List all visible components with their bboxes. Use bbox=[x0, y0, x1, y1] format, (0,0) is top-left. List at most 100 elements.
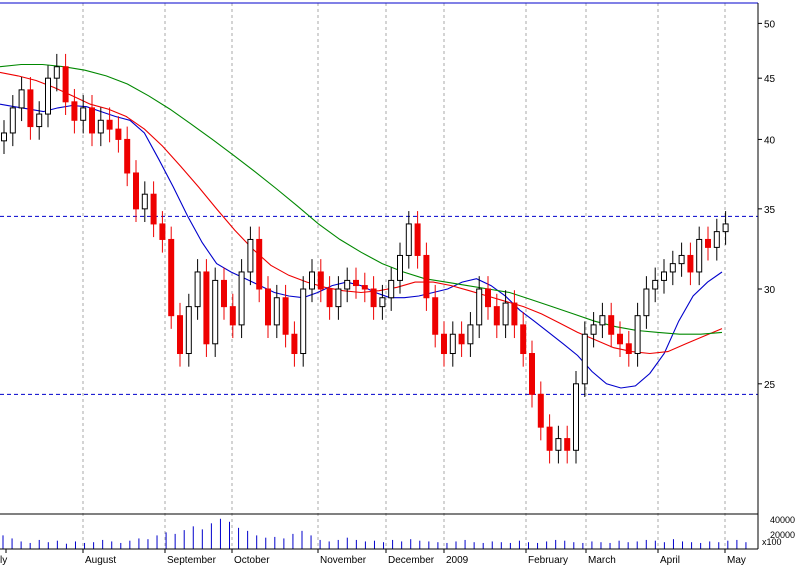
candle-down bbox=[221, 279, 227, 308]
candle-up bbox=[344, 279, 351, 290]
candle-up bbox=[247, 238, 254, 273]
candle-up bbox=[9, 107, 16, 134]
candle-down bbox=[423, 254, 430, 299]
candle-up bbox=[590, 324, 597, 335]
candle-down bbox=[458, 333, 465, 345]
candle-up bbox=[300, 288, 307, 355]
candle-down bbox=[617, 333, 623, 345]
ma-long-line bbox=[0, 63, 723, 335]
candle-down bbox=[291, 333, 298, 355]
candle-down bbox=[71, 101, 78, 121]
candle-down bbox=[256, 238, 263, 290]
moving-averages bbox=[0, 63, 723, 389]
candle-down bbox=[177, 315, 183, 355]
candle-down bbox=[133, 172, 139, 210]
candle-up bbox=[449, 333, 456, 355]
month-label: April bbox=[660, 555, 680, 565]
candle-up bbox=[405, 223, 412, 256]
candle-up bbox=[97, 119, 104, 134]
candle-up bbox=[643, 288, 650, 317]
candle-down bbox=[625, 343, 632, 355]
candle-down bbox=[124, 138, 131, 174]
candle-down bbox=[537, 393, 544, 428]
candle-up bbox=[678, 254, 685, 265]
ma-short-line bbox=[0, 103, 723, 389]
candle-up bbox=[652, 279, 659, 290]
candle-down bbox=[432, 297, 439, 335]
candle-down bbox=[62, 66, 69, 103]
candle-up bbox=[1, 132, 7, 142]
month-label: March bbox=[588, 555, 616, 565]
candle-up bbox=[194, 271, 201, 308]
candle-down bbox=[520, 324, 527, 355]
candle-down bbox=[529, 353, 535, 395]
ma-medium-line bbox=[0, 71, 723, 355]
month-label: August bbox=[85, 555, 116, 565]
month-label: October bbox=[234, 555, 270, 565]
candle-down bbox=[511, 302, 518, 326]
candle-up bbox=[388, 279, 395, 299]
candle-up bbox=[502, 302, 509, 326]
month-label: May bbox=[727, 555, 746, 565]
price-tick-label: 25 bbox=[764, 380, 776, 391]
candle-up bbox=[45, 77, 51, 115]
candle-down bbox=[564, 438, 571, 451]
candle-down bbox=[317, 271, 324, 290]
chart-frame bbox=[0, 2, 759, 550]
candle-up bbox=[36, 113, 43, 128]
candle-up bbox=[696, 238, 703, 273]
candle-up bbox=[80, 107, 87, 121]
month-label: December bbox=[388, 555, 435, 565]
candle-down bbox=[370, 288, 377, 308]
month-label: February bbox=[528, 555, 568, 565]
volume-tick-label: x100 bbox=[762, 537, 782, 547]
candle-up bbox=[309, 271, 315, 290]
candle-down bbox=[150, 193, 157, 225]
volume-tick-label: 20000 bbox=[770, 530, 795, 540]
candle-up bbox=[669, 263, 676, 273]
candle-up bbox=[661, 271, 667, 281]
candle-down bbox=[326, 288, 333, 308]
candle-up bbox=[335, 288, 342, 308]
volume-tick-label: 40000 bbox=[770, 515, 795, 525]
candle-up bbox=[397, 254, 403, 281]
candle-down bbox=[282, 297, 289, 335]
candle-down bbox=[361, 285, 368, 290]
candle-down bbox=[353, 279, 359, 287]
month-label: November bbox=[320, 555, 367, 565]
candle-up bbox=[467, 324, 474, 345]
candle-up bbox=[212, 279, 219, 345]
candle-down bbox=[493, 306, 500, 326]
candle-down bbox=[441, 333, 447, 355]
candle-down bbox=[608, 315, 615, 335]
candle-down bbox=[485, 288, 491, 308]
candle-up bbox=[722, 223, 729, 233]
candle-down bbox=[546, 426, 553, 451]
candle-down bbox=[687, 254, 694, 273]
candle-up bbox=[141, 193, 148, 210]
candle-down bbox=[705, 238, 711, 248]
candle-down bbox=[106, 119, 113, 130]
candle-up bbox=[555, 438, 562, 451]
candle-down bbox=[265, 288, 271, 326]
candle-up bbox=[599, 315, 606, 326]
candle-down bbox=[229, 306, 236, 326]
candle-up bbox=[379, 297, 386, 308]
candle-down bbox=[159, 223, 166, 240]
candle-up bbox=[185, 306, 192, 355]
candle-up bbox=[573, 383, 579, 451]
candle-down bbox=[203, 271, 210, 345]
candle-down bbox=[115, 128, 122, 140]
candles bbox=[1, 53, 729, 464]
candle-up bbox=[476, 288, 483, 326]
candle-up bbox=[581, 333, 588, 385]
price-tick-label: 30 bbox=[764, 285, 776, 296]
price-tick-label: 35 bbox=[764, 205, 776, 216]
price-tick-label: 45 bbox=[764, 74, 776, 85]
reference-lines bbox=[0, 215, 758, 395]
candle-up bbox=[53, 66, 60, 79]
candle-down bbox=[27, 89, 34, 128]
price-tick-label: 50 bbox=[764, 19, 776, 30]
